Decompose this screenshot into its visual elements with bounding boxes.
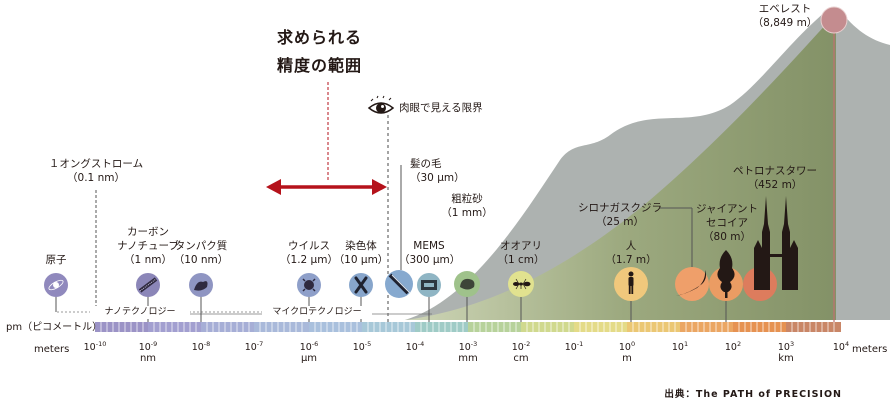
meters-left-label: meters [34,344,70,355]
tick-label: 100 [618,340,636,354]
tick-label: 102 [724,340,742,354]
mems-name: MEMS [413,240,445,252]
sand-size: （1 mm） [441,207,493,219]
hair-name: 髪の毛 [410,158,442,170]
precision-arrow-left [266,179,281,195]
meters-right-label: meters [852,344,888,355]
eye-limit-label: 肉眼で見える限界 [399,102,483,114]
whale-size: （25 m） [596,216,644,228]
tick-label: 101 [671,340,689,354]
chromosome-name: 染色体 [345,240,377,252]
hair-icon [385,270,413,298]
everest-size: （8,849 m） [752,17,818,29]
tick-label: 103 [777,340,795,354]
precision-arrow-right [372,179,387,195]
nanotube-name-2: ナノチューブ [117,240,179,252]
ant-size: （1 cm） [497,254,545,266]
protein-size: （10 nm） [173,254,229,266]
ant-name: オオアリ [500,240,542,252]
chromosome-icon [349,273,373,297]
tick-label: 10-2 [511,340,531,354]
unit-km: km [778,353,794,364]
everest-marker [820,6,848,34]
towers-name: ペトロナスタワー [733,165,817,177]
sequoia-icon [709,250,743,301]
pm-label: pm（ピコメートル） [6,322,103,333]
human-icon [614,267,648,301]
ant-icon [508,271,534,297]
petronas-towers-icon [754,196,798,290]
tick-label: 104 [832,340,850,354]
angstrom-name: １オングストローム [48,158,144,170]
unit-um: μm [300,353,318,364]
sequoia-name-1: ジャイアント [695,203,759,215]
tick-label: 10-4 [405,340,425,354]
tick-label: 10-1 [564,340,584,354]
virus-size: （1.2 μm） [280,254,338,266]
sequoia-size: （80 m） [703,231,751,243]
virus-icon [297,273,321,297]
mems-size: （300 μm） [399,254,461,266]
sand-name: 粗粒砂 [451,193,483,205]
scale-bar [95,322,841,332]
tick-label: 10-7 [244,340,264,354]
nano-range-label: ナノテクノロジー [90,306,190,319]
nanotube-name-1: カーボン [127,226,169,238]
atom-icon [44,273,68,297]
tick-label: 10-6 [299,340,319,354]
tick-label: 10-3 [458,340,478,354]
tick-label: 10-9 [138,340,158,354]
human-name: 人 [625,240,637,252]
mems-icon [417,273,441,297]
source-credit: 出典：The PATH of PRECISION [664,389,842,400]
unit-cm: cm [513,353,529,364]
unit-mm: mm [458,353,478,364]
everest-name: エベレスト [758,3,812,15]
micro-range-label: マイクロテクノロジー [262,306,372,319]
title-line-2: 精度の範囲 [277,56,363,75]
nanotube-icon [136,273,160,297]
whale-icon [675,267,709,301]
eye-icon [367,95,395,114]
tick-label: 10-8 [191,340,211,354]
towers-size: （452 m） [747,179,803,191]
sand-icon [454,271,480,297]
virus-name: ウイルス [288,240,330,252]
nanotube-size: （1 nm） [124,254,172,266]
whale-name: シロナガスクジラ [578,202,662,214]
protein-icon [189,273,213,297]
human-size: （1.7 m） [605,254,657,266]
tick-label: 10-5 [352,340,372,354]
tick-label: 10-10 [83,340,107,354]
mountain-foreground [405,22,836,320]
atom-name: 原子 [45,254,67,266]
sequoia-name-2: セコイア [706,217,748,229]
angstrom-size: （0.1 nm） [67,172,125,184]
unit-nm: nm [139,353,157,364]
protein-name: タンパク質 [174,240,228,252]
unit-m: m [622,353,632,364]
chromosome-size: （10 μm） [333,254,389,266]
scale-ticks [100,322,835,332]
title-line-1: 求められる [277,28,363,47]
hair-size: （30 μm） [410,172,465,184]
